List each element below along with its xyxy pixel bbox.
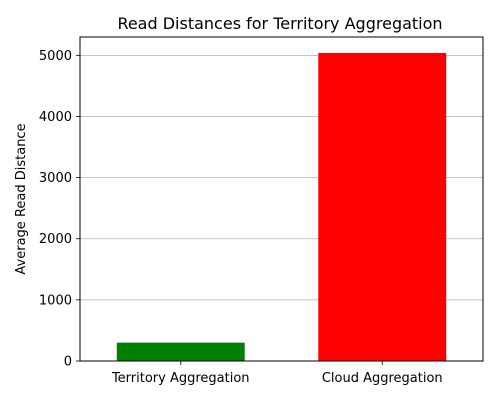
- y-axis-label: Average Read Distance: [14, 123, 29, 274]
- y-tick-label: 0: [64, 355, 72, 370]
- y-ticks: 0 1000 2000 3000 4000 5000: [39, 49, 80, 370]
- x-ticks: Territory Aggregation Cloud Aggregation: [111, 361, 443, 386]
- chart-title: Read Distances for Territory Aggregation: [117, 14, 442, 33]
- x-tick-label: Territory Aggregation: [111, 371, 250, 386]
- plot-frame: [79, 36, 484, 362]
- axes: [79, 36, 484, 362]
- y-tick-label: 4000: [39, 110, 72, 125]
- bar-territory-aggregation: [116, 342, 245, 361]
- y-tick-label: 1000: [39, 293, 72, 308]
- y-tick-label: 3000: [39, 171, 72, 186]
- y-tick-label: 2000: [39, 232, 72, 247]
- bar-cloud-aggregation: [318, 52, 447, 361]
- bars: [116, 52, 447, 361]
- x-tick-label: Cloud Aggregation: [322, 371, 443, 386]
- y-tick-label: 5000: [39, 49, 72, 64]
